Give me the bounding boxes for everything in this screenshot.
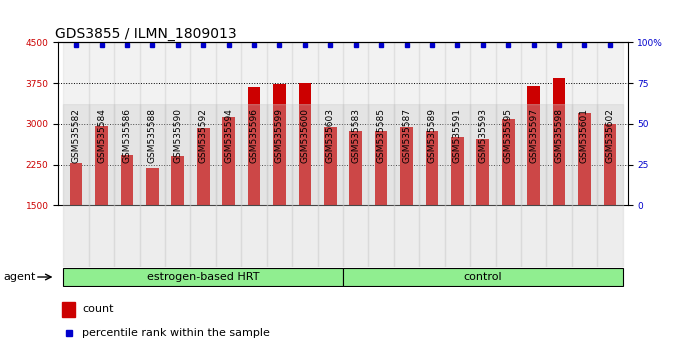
Bar <box>140 42 165 205</box>
Text: GSM535588: GSM535588 <box>148 108 157 163</box>
Bar <box>88 42 115 205</box>
Text: GSM535596: GSM535596 <box>250 108 259 163</box>
Bar <box>298 82 311 205</box>
Bar <box>318 42 343 205</box>
Bar <box>546 104 571 267</box>
Text: GSM535594: GSM535594 <box>224 108 233 162</box>
Bar <box>400 127 413 205</box>
Text: GSM535591: GSM535591 <box>453 108 462 163</box>
Text: GSM535582: GSM535582 <box>71 108 80 162</box>
Text: GSM535599: GSM535599 <box>275 108 284 163</box>
Bar <box>521 42 546 205</box>
Bar <box>571 104 598 267</box>
Bar <box>121 155 133 205</box>
Bar <box>368 42 394 205</box>
Text: percentile rank within the sample: percentile rank within the sample <box>82 328 270 338</box>
Bar <box>425 131 438 205</box>
Bar <box>477 138 489 205</box>
Bar <box>88 104 115 267</box>
Text: GSM535597: GSM535597 <box>529 108 538 163</box>
Text: estrogen-based HRT: estrogen-based HRT <box>147 272 259 282</box>
Bar <box>292 104 318 267</box>
Text: agent: agent <box>3 272 35 282</box>
Text: control: control <box>464 272 502 282</box>
Text: GSM535595: GSM535595 <box>504 108 512 163</box>
Bar <box>216 42 241 205</box>
Bar <box>394 104 419 267</box>
Bar <box>495 104 521 267</box>
Text: GSM535583: GSM535583 <box>351 108 360 163</box>
Bar <box>172 156 184 205</box>
Bar <box>578 113 591 205</box>
Bar <box>343 42 368 205</box>
Bar <box>445 42 470 205</box>
Text: GDS3855 / ILMN_1809013: GDS3855 / ILMN_1809013 <box>56 28 237 41</box>
Text: GSM535602: GSM535602 <box>606 108 615 162</box>
Bar <box>248 87 261 205</box>
Bar <box>419 42 445 205</box>
Text: GSM535585: GSM535585 <box>377 108 386 163</box>
Text: GSM535598: GSM535598 <box>554 108 564 163</box>
Text: GSM535601: GSM535601 <box>580 108 589 163</box>
Text: GSM535586: GSM535586 <box>122 108 132 163</box>
Bar <box>604 125 616 205</box>
Bar <box>598 104 623 267</box>
Bar <box>368 104 394 267</box>
Bar <box>216 104 241 267</box>
Text: GSM535589: GSM535589 <box>427 108 436 163</box>
Bar <box>451 137 464 205</box>
Bar <box>495 42 521 205</box>
Text: GSM535593: GSM535593 <box>478 108 487 163</box>
Bar <box>63 42 88 205</box>
Bar <box>62 302 75 317</box>
Bar <box>521 104 546 267</box>
FancyBboxPatch shape <box>343 268 623 286</box>
Bar <box>394 42 419 205</box>
Bar <box>191 104 216 267</box>
Bar <box>70 163 82 205</box>
Text: GSM535600: GSM535600 <box>300 108 309 163</box>
Bar <box>292 42 318 205</box>
Bar <box>470 104 495 267</box>
Bar <box>470 42 495 205</box>
Text: GSM535587: GSM535587 <box>402 108 411 163</box>
Bar <box>165 104 191 267</box>
Bar <box>140 104 165 267</box>
Text: count: count <box>82 304 114 314</box>
Text: GSM535603: GSM535603 <box>326 108 335 163</box>
Bar <box>191 42 216 205</box>
Bar <box>267 42 292 205</box>
Text: GSM535584: GSM535584 <box>97 108 106 162</box>
Bar <box>553 78 565 205</box>
FancyBboxPatch shape <box>63 268 343 286</box>
Bar <box>318 104 343 267</box>
Bar <box>267 104 292 267</box>
Bar <box>375 131 388 205</box>
Bar <box>502 119 514 205</box>
Text: GSM535592: GSM535592 <box>199 108 208 162</box>
Bar <box>324 127 337 205</box>
Bar <box>598 42 623 205</box>
Bar <box>445 104 470 267</box>
Bar <box>95 126 108 205</box>
Bar <box>349 131 362 205</box>
Bar <box>528 86 540 205</box>
Bar <box>222 118 235 205</box>
Bar <box>241 104 267 267</box>
Bar <box>115 42 140 205</box>
Bar <box>146 169 158 205</box>
Bar <box>419 104 445 267</box>
Text: GSM535590: GSM535590 <box>174 108 182 163</box>
Bar <box>115 104 140 267</box>
Bar <box>546 42 571 205</box>
Bar <box>197 128 209 205</box>
Bar <box>343 104 368 267</box>
Bar <box>571 42 598 205</box>
Bar <box>63 104 88 267</box>
Bar <box>165 42 191 205</box>
Bar <box>273 84 286 205</box>
Bar <box>241 42 267 205</box>
